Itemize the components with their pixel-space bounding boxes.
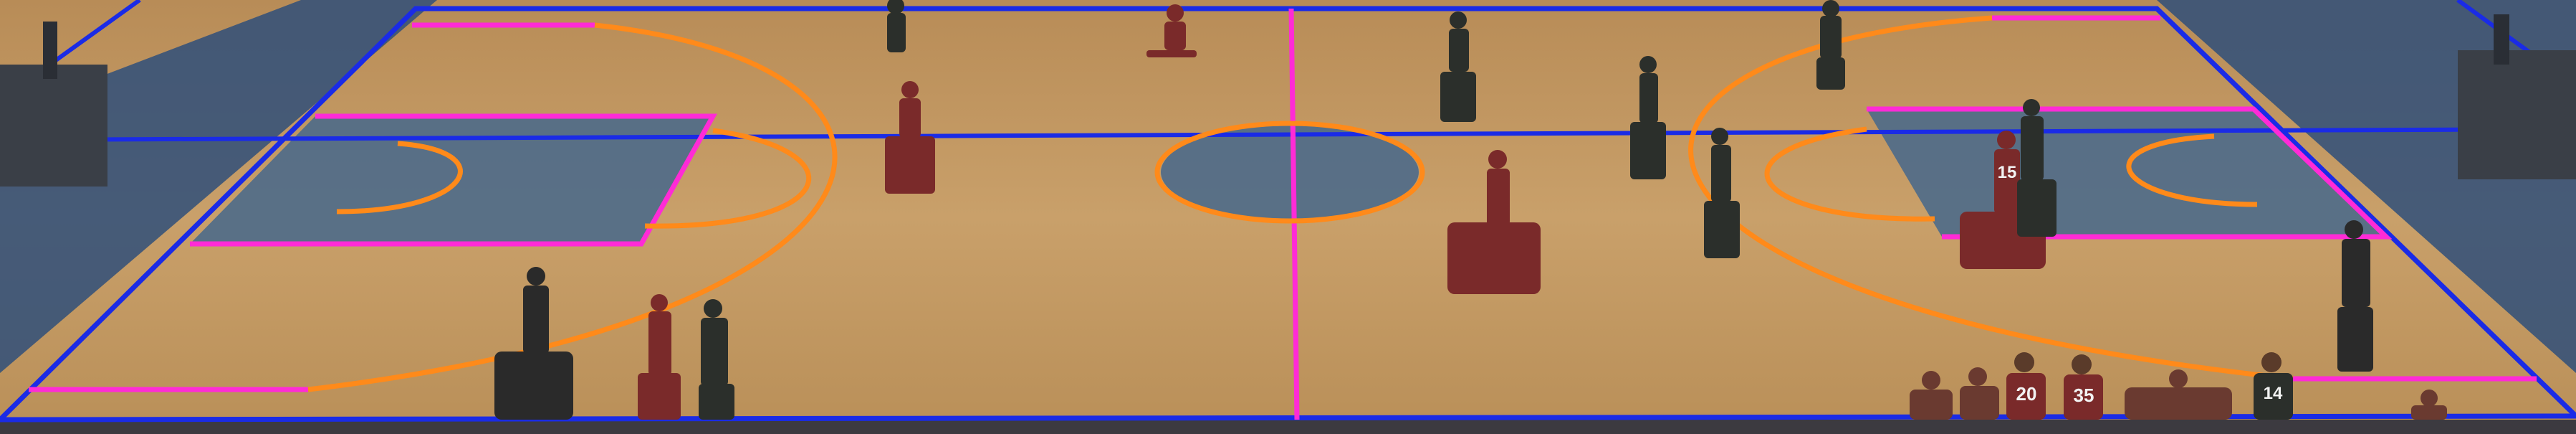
left-key-outline [190,113,717,247]
right-restricted-arc [2126,133,2258,207]
left-free-throw-arc [644,128,812,229]
player-dark-6 [2017,99,2057,237]
court-horizon-overlay [0,127,2576,142]
bench-player-35: 35 [2064,354,2103,420]
jersey-number-15: 15 [1998,163,2017,182]
referee-right [2337,220,2373,372]
bottom-strip [0,420,2576,434]
player-dark-5 [1704,128,1740,258]
referee-left [494,267,573,420]
court-boundary-overlay [0,6,2576,423]
player-dark-2 [1440,11,1476,122]
left-three-point-arc [307,22,838,392]
player-red-1 [1146,4,1197,57]
player-dark-3 [1630,56,1666,179]
left-paint [190,116,713,244]
bench-group [1910,367,2447,420]
player-dark-4 [1816,0,1845,90]
player-red-2 [885,81,935,194]
left-restricted-arc [336,141,463,214]
bench-player-14: 14 [2254,352,2293,420]
center-circle-fill [1161,125,1419,220]
right-free-throw-arc [1764,126,1935,222]
left-basket-stanchion [0,22,107,187]
half-court-line [1288,8,1300,420]
jersey-number-35: 35 [2074,385,2094,406]
jersey-number-20: 20 [2016,383,2037,405]
player-dark-1 [887,0,906,52]
jersey-number-14: 14 [2264,384,2283,403]
player-dark-7 [699,299,734,420]
right-basket-stanchion [2458,14,2576,179]
player-red-4 [638,294,681,420]
player-15-number: 15 [1998,163,2017,182]
right-key-outline [1867,106,2393,240]
right-three-point-arc [1688,15,2294,382]
bench-player-20: 20 [2006,352,2046,420]
center-circle-overlay [1154,121,1425,224]
player-red-3 [1447,150,1541,294]
